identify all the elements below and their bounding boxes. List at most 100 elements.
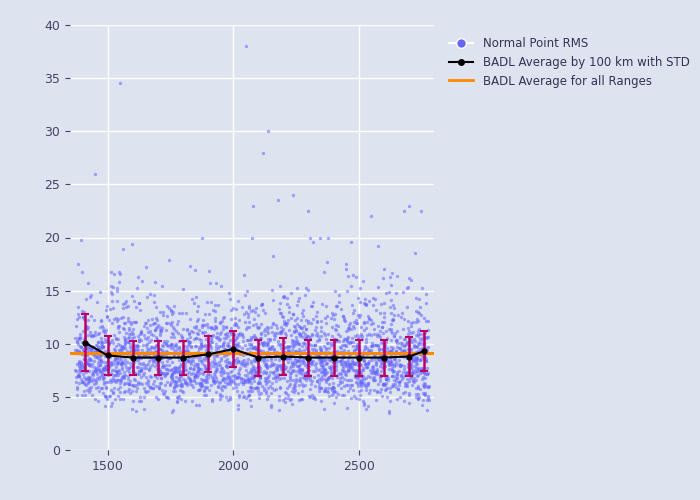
Point bbox=[370, 360, 382, 368]
Point bbox=[351, 374, 363, 382]
Point bbox=[135, 373, 146, 381]
Point bbox=[325, 314, 336, 322]
Point bbox=[152, 341, 163, 349]
Point bbox=[302, 363, 313, 371]
Point bbox=[332, 330, 344, 338]
Point bbox=[88, 352, 99, 360]
Point bbox=[348, 346, 359, 354]
Point bbox=[203, 351, 214, 359]
Point bbox=[195, 382, 206, 390]
Point bbox=[119, 336, 130, 344]
Point bbox=[127, 364, 139, 372]
Point bbox=[365, 354, 376, 362]
Point bbox=[185, 315, 196, 323]
Point bbox=[170, 327, 181, 335]
Point bbox=[199, 328, 211, 336]
Point bbox=[356, 382, 367, 390]
Point bbox=[206, 396, 217, 404]
Point bbox=[80, 381, 92, 389]
Point bbox=[379, 386, 391, 394]
Point bbox=[255, 300, 266, 308]
Point bbox=[177, 374, 188, 382]
Point bbox=[162, 312, 173, 320]
Point bbox=[287, 366, 298, 374]
Point bbox=[287, 336, 298, 344]
Point bbox=[106, 297, 117, 305]
Point bbox=[339, 336, 350, 344]
Point bbox=[387, 301, 398, 309]
Point bbox=[350, 274, 361, 281]
Point bbox=[221, 328, 232, 336]
Point bbox=[290, 348, 301, 356]
Point bbox=[248, 331, 260, 339]
Point bbox=[363, 389, 374, 397]
Point bbox=[161, 370, 172, 378]
Point bbox=[150, 350, 162, 358]
Point bbox=[318, 329, 330, 337]
Point bbox=[217, 369, 228, 377]
Point bbox=[96, 339, 107, 347]
Point bbox=[177, 286, 188, 294]
Point bbox=[406, 368, 417, 376]
Point bbox=[117, 312, 128, 320]
Point bbox=[161, 326, 172, 334]
Point bbox=[369, 352, 380, 360]
Point bbox=[253, 372, 265, 380]
Point bbox=[211, 340, 222, 347]
Point bbox=[391, 368, 402, 376]
Point bbox=[414, 350, 425, 358]
Point bbox=[306, 330, 317, 338]
Point bbox=[182, 326, 193, 334]
Point bbox=[261, 378, 272, 386]
Point bbox=[387, 382, 398, 390]
Point bbox=[348, 322, 359, 330]
Point bbox=[129, 349, 140, 357]
Point bbox=[129, 344, 140, 351]
Point bbox=[92, 354, 104, 362]
Point bbox=[128, 296, 139, 304]
Point bbox=[255, 380, 266, 388]
Point bbox=[137, 351, 148, 359]
Point bbox=[381, 372, 392, 380]
Point bbox=[321, 388, 332, 396]
Point bbox=[115, 80, 126, 88]
Point bbox=[316, 368, 327, 376]
Point bbox=[251, 372, 262, 380]
Point bbox=[238, 338, 249, 345]
Point bbox=[127, 381, 139, 389]
Point bbox=[71, 338, 83, 346]
Point bbox=[363, 360, 374, 368]
Point bbox=[342, 364, 354, 372]
Point bbox=[288, 388, 300, 396]
Point bbox=[245, 341, 256, 349]
Point bbox=[251, 352, 262, 360]
Point bbox=[314, 354, 325, 362]
Point bbox=[342, 326, 354, 334]
Point bbox=[186, 370, 197, 378]
Point bbox=[72, 384, 83, 392]
Point bbox=[164, 380, 176, 388]
Point bbox=[94, 348, 106, 356]
Point bbox=[406, 382, 417, 390]
Point bbox=[380, 338, 391, 346]
Point bbox=[234, 374, 245, 382]
Point bbox=[78, 378, 90, 386]
Point bbox=[271, 324, 282, 332]
Point bbox=[305, 380, 316, 388]
Point bbox=[220, 348, 232, 356]
Point bbox=[210, 324, 221, 332]
Point bbox=[98, 327, 109, 335]
Point bbox=[150, 382, 162, 390]
Point bbox=[143, 378, 154, 386]
Point bbox=[190, 379, 202, 387]
Point bbox=[361, 331, 372, 339]
Point bbox=[378, 309, 389, 317]
Point bbox=[407, 328, 419, 336]
Point bbox=[354, 298, 365, 306]
Point bbox=[227, 351, 238, 359]
Point bbox=[142, 387, 153, 395]
Point bbox=[142, 376, 153, 384]
Point bbox=[298, 322, 309, 330]
Point bbox=[180, 364, 191, 372]
Point bbox=[309, 360, 321, 368]
